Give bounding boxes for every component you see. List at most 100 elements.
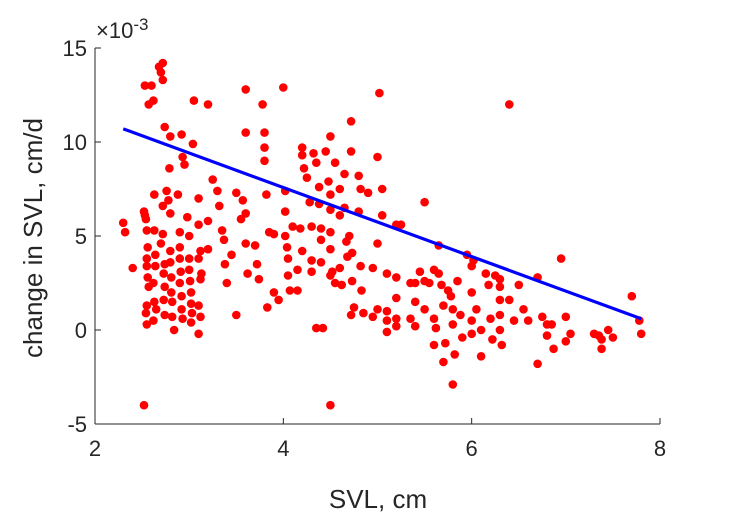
data-point bbox=[368, 263, 378, 273]
data-point bbox=[467, 316, 477, 325]
data-point bbox=[346, 117, 356, 126]
data-point bbox=[356, 261, 365, 271]
data-point bbox=[321, 147, 331, 156]
data-point bbox=[149, 278, 158, 288]
data-point bbox=[453, 276, 462, 286]
data-point bbox=[203, 100, 213, 109]
regression-line-group bbox=[122, 127, 642, 321]
data-point bbox=[186, 299, 196, 309]
data-point bbox=[262, 190, 271, 199]
data-point bbox=[356, 184, 365, 194]
data-point bbox=[208, 175, 217, 184]
data-point bbox=[335, 263, 345, 273]
data-point bbox=[505, 295, 514, 305]
data-point bbox=[243, 269, 252, 278]
data-point bbox=[282, 243, 292, 252]
data-point bbox=[345, 231, 354, 241]
data-point bbox=[297, 246, 307, 256]
x-tick-label: 6 bbox=[466, 436, 478, 461]
regression-line bbox=[122, 127, 642, 321]
data-point bbox=[495, 295, 505, 305]
data-point bbox=[160, 122, 169, 132]
data-point bbox=[219, 235, 229, 245]
data-point bbox=[151, 261, 160, 271]
data-point bbox=[176, 267, 185, 277]
data-point bbox=[382, 327, 392, 337]
data-point bbox=[431, 323, 441, 333]
data-point bbox=[175, 243, 185, 252]
data-point bbox=[178, 152, 187, 162]
data-point bbox=[150, 190, 159, 199]
data-point bbox=[203, 244, 213, 254]
data-point bbox=[293, 286, 302, 295]
x-tick-label: 4 bbox=[277, 436, 289, 461]
data-point bbox=[194, 194, 203, 203]
data-point bbox=[316, 224, 326, 233]
data-point bbox=[561, 312, 571, 322]
data-point bbox=[269, 288, 279, 297]
data-point bbox=[194, 301, 203, 310]
data-point bbox=[307, 267, 316, 277]
data-point bbox=[159, 295, 168, 305]
data-point bbox=[326, 190, 335, 199]
data-point bbox=[269, 229, 279, 239]
data-point bbox=[220, 259, 230, 269]
data-point bbox=[410, 321, 420, 331]
data-point bbox=[373, 305, 382, 314]
data-point bbox=[335, 211, 345, 220]
data-point bbox=[425, 278, 434, 288]
data-point bbox=[406, 314, 415, 324]
data-point bbox=[434, 269, 444, 278]
data-point bbox=[279, 83, 288, 92]
data-point bbox=[467, 329, 477, 339]
y-tick-label: 0 bbox=[75, 318, 87, 343]
data-point bbox=[368, 312, 378, 322]
data-point bbox=[538, 312, 547, 322]
data-point bbox=[307, 256, 316, 265]
data-point bbox=[288, 222, 298, 231]
data-point bbox=[187, 308, 197, 318]
data-point bbox=[396, 220, 406, 229]
data-point bbox=[547, 320, 556, 329]
data-point bbox=[177, 305, 186, 314]
data-point bbox=[263, 303, 272, 312]
data-point bbox=[260, 143, 269, 152]
data-point bbox=[392, 314, 401, 324]
data-point bbox=[142, 320, 152, 329]
data-point bbox=[357, 286, 366, 295]
data-point bbox=[305, 197, 315, 207]
data-point bbox=[188, 139, 198, 149]
data-point bbox=[158, 58, 168, 68]
data-point bbox=[307, 222, 316, 231]
data-point bbox=[505, 100, 514, 109]
data-point bbox=[293, 265, 302, 275]
data-point bbox=[410, 278, 420, 288]
data-point bbox=[158, 229, 168, 239]
data-point bbox=[151, 250, 160, 260]
data-point bbox=[143, 243, 152, 252]
data-point bbox=[156, 239, 166, 248]
data-point bbox=[318, 323, 328, 333]
data-point bbox=[458, 333, 467, 342]
data-point bbox=[608, 333, 618, 342]
data-point bbox=[297, 150, 307, 160]
data-point bbox=[415, 267, 425, 277]
data-point bbox=[467, 288, 477, 297]
data-point bbox=[335, 184, 345, 194]
data-point bbox=[429, 340, 439, 350]
data-point bbox=[359, 308, 368, 318]
data-point bbox=[173, 190, 183, 199]
data-point bbox=[167, 273, 176, 282]
data-point bbox=[410, 297, 420, 307]
data-point bbox=[509, 316, 519, 325]
data-point bbox=[340, 169, 349, 179]
data-point bbox=[194, 220, 203, 229]
data-point bbox=[312, 158, 321, 167]
data-point bbox=[603, 325, 613, 335]
data-point bbox=[523, 316, 533, 325]
data-point bbox=[566, 329, 575, 339]
data-point bbox=[337, 280, 347, 290]
data-point bbox=[227, 250, 236, 260]
data-point bbox=[232, 188, 241, 198]
